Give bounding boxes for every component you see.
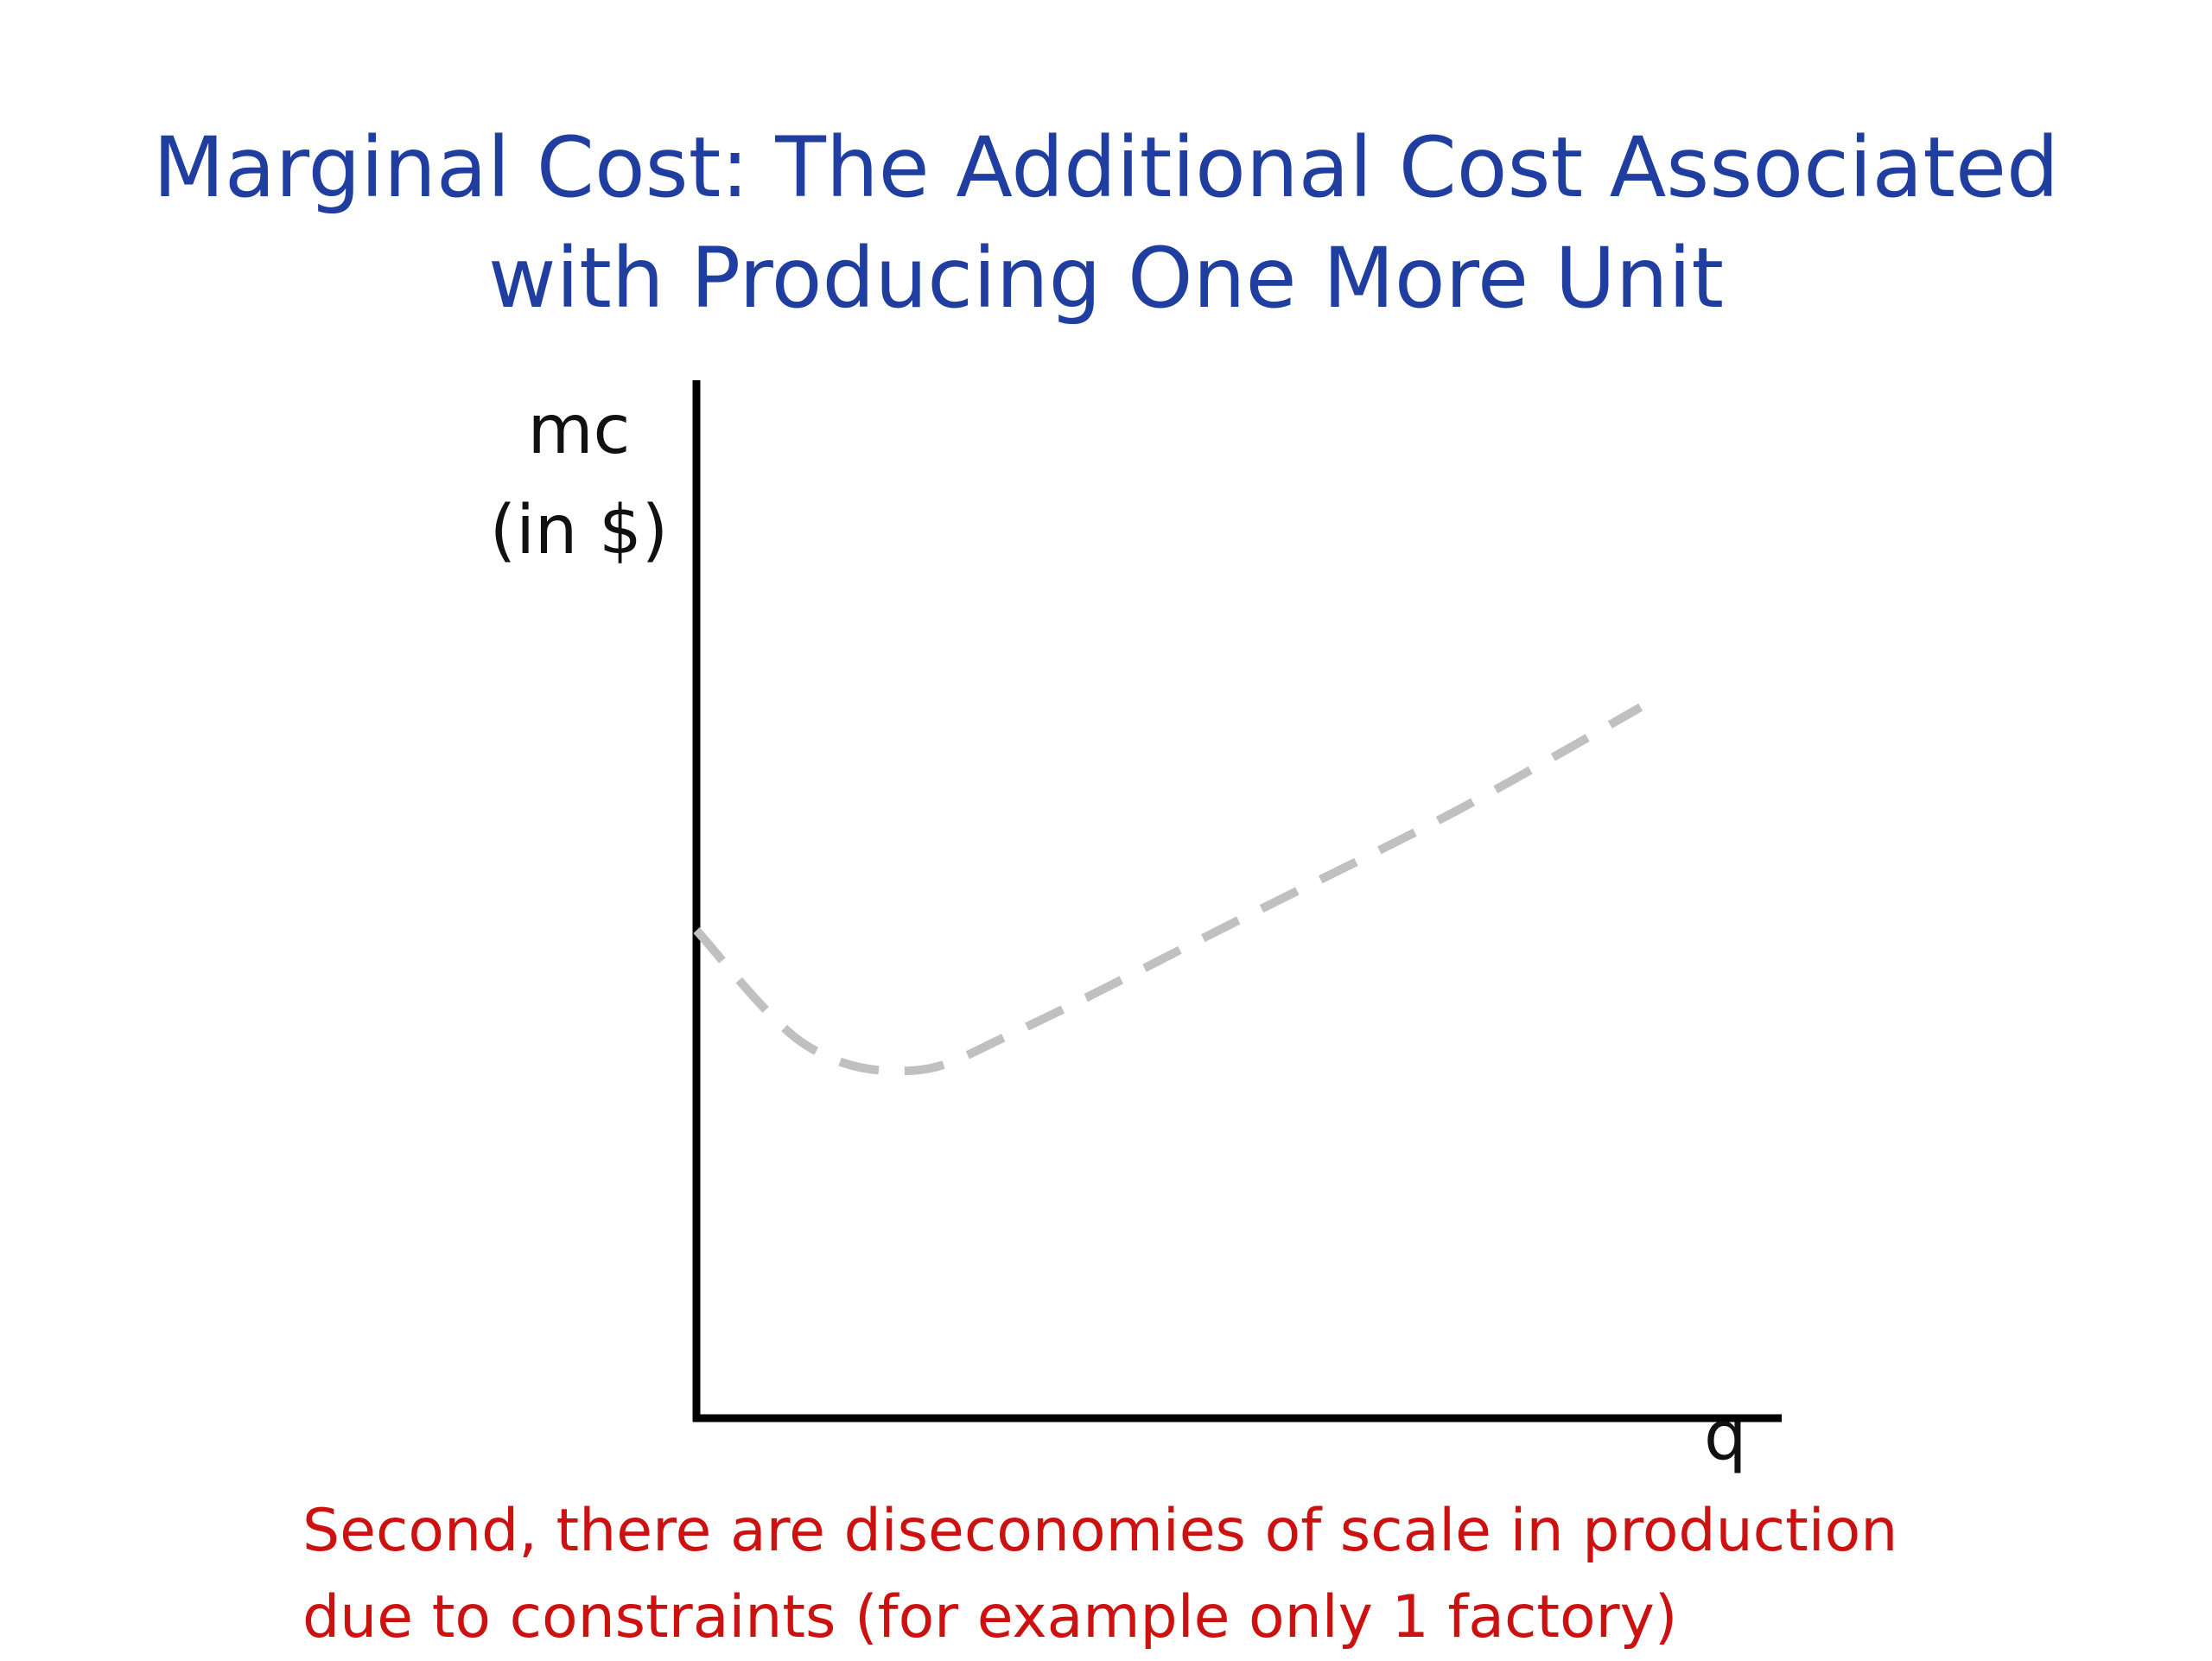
caption-line-2: due to constraints (for example only 1 f… [302, 1583, 1678, 1651]
slide-title: Marginal Cost: The Additional Cost Assoc… [0, 112, 2212, 334]
title-line-1: Marginal Cost: The Additional Cost Assoc… [153, 119, 2059, 216]
caption: Second, there are diseconomies of scale … [302, 1488, 2031, 1661]
y-axis-label-line-1: mc [527, 391, 631, 469]
x-axis-label: q [1704, 1397, 1747, 1475]
marginal-cost-curve [693, 703, 1643, 1076]
y-axis-label: mc (in $) [449, 380, 709, 581]
y-axis-label-line-2: (in $) [489, 492, 669, 570]
title-line-2: with Producing One More Unit [488, 230, 1724, 327]
caption-line-1: Second, there are diseconomies of scale … [302, 1497, 1898, 1565]
